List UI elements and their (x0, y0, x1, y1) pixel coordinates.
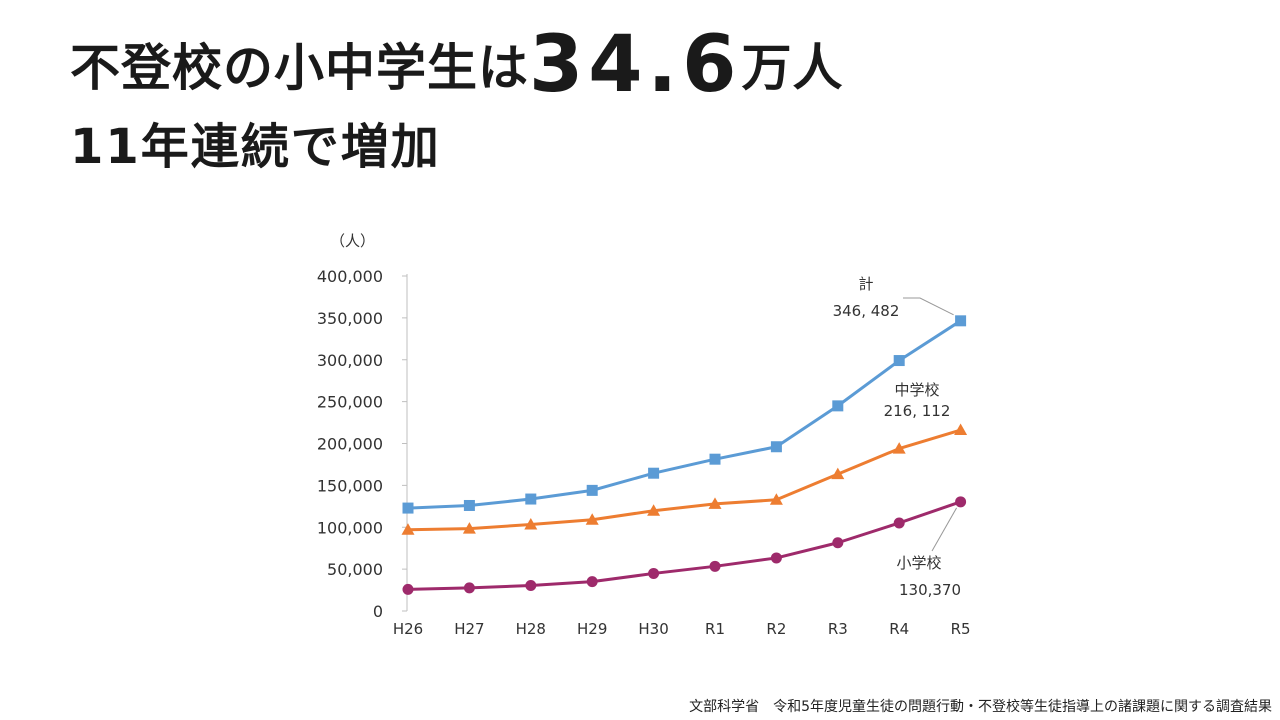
series-value-total: 346, 482 (833, 302, 900, 320)
data-point-triangle (831, 467, 845, 480)
x-tick-label: R1 (705, 620, 725, 638)
series-label-elementary: 小学校 (896, 554, 941, 572)
data-point-triangle (708, 497, 722, 509)
data-point-square (709, 453, 721, 465)
y-tick-label: 350,000 (317, 309, 383, 328)
data-point-circle (402, 583, 414, 595)
y-tick-label: 150,000 (317, 476, 383, 495)
data-point-circle (525, 579, 537, 591)
title-prefix: 不登校の小中学生は (70, 39, 529, 97)
data-point-square (525, 493, 537, 505)
data-point-triangle (585, 513, 599, 525)
data-point-triangle (462, 522, 476, 534)
x-tick-label: H28 (516, 620, 546, 638)
data-point-circle (832, 537, 844, 549)
x-tick-label: R2 (766, 620, 786, 638)
callout-line-elementary (931, 507, 958, 552)
series-value-middle: 216, 112 (884, 402, 951, 420)
series-label-middle: 中学校 (894, 381, 939, 399)
x-tick-label: R4 (889, 620, 909, 638)
series-value-elementary: 130,370 (899, 581, 961, 599)
series-line-1 (407, 428, 962, 532)
page-title-line1: 不登校の小中学生は34.6万人 (70, 20, 843, 113)
x-tick-label: H26 (393, 620, 423, 638)
y-tick-label: 50,000 (327, 560, 383, 579)
data-point-triangle (892, 442, 906, 454)
data-point-square (586, 484, 598, 496)
data-point-square (648, 467, 660, 479)
callout-line-total (903, 297, 954, 316)
data-point-circle (463, 582, 475, 594)
y-tick-label: 0 (373, 602, 383, 621)
x-tick-label: H30 (638, 620, 668, 638)
series-line-0 (407, 319, 962, 510)
data-point-triangle (401, 523, 415, 535)
data-point-triangle (954, 423, 968, 436)
x-tick-label: H27 (454, 620, 484, 638)
y-unit-label: （人） (330, 232, 375, 250)
x-tick-label: H29 (577, 620, 607, 638)
data-point-triangle (647, 504, 661, 516)
series-label-total: 計 (858, 275, 873, 293)
data-point-circle (586, 576, 598, 588)
page-title-line2: 11年連続で増加 (70, 119, 441, 175)
y-tick-label: 100,000 (317, 518, 383, 537)
source-caption: 文部科学省 令和5年度児童生徒の問題行動・不登校等生徒指導上の諸課題に関する調査… (689, 699, 1272, 715)
data-point-circle (770, 552, 782, 564)
data-point-square (402, 502, 414, 514)
y-tick-label: 200,000 (317, 435, 383, 454)
data-point-triangle (769, 493, 783, 505)
data-point-triangle (524, 518, 538, 530)
title-suffix: 万人 (741, 39, 844, 97)
data-point-circle (893, 517, 905, 529)
data-point-square (770, 441, 782, 453)
y-tick-label: 400,000 (317, 267, 383, 286)
data-point-square (893, 355, 905, 367)
data-point-square (832, 400, 844, 412)
title-number: 34.6 (529, 20, 742, 110)
x-tick-label: R5 (951, 620, 971, 638)
data-point-circle (955, 496, 967, 508)
data-point-square (463, 499, 475, 511)
data-point-circle (709, 560, 721, 572)
y-tick-label: 250,000 (317, 393, 383, 412)
data-point-square (955, 315, 967, 327)
data-point-circle (648, 567, 660, 579)
x-tick-label: R3 (828, 620, 848, 638)
series-line-2 (407, 500, 962, 591)
y-tick-label: 300,000 (317, 351, 383, 370)
